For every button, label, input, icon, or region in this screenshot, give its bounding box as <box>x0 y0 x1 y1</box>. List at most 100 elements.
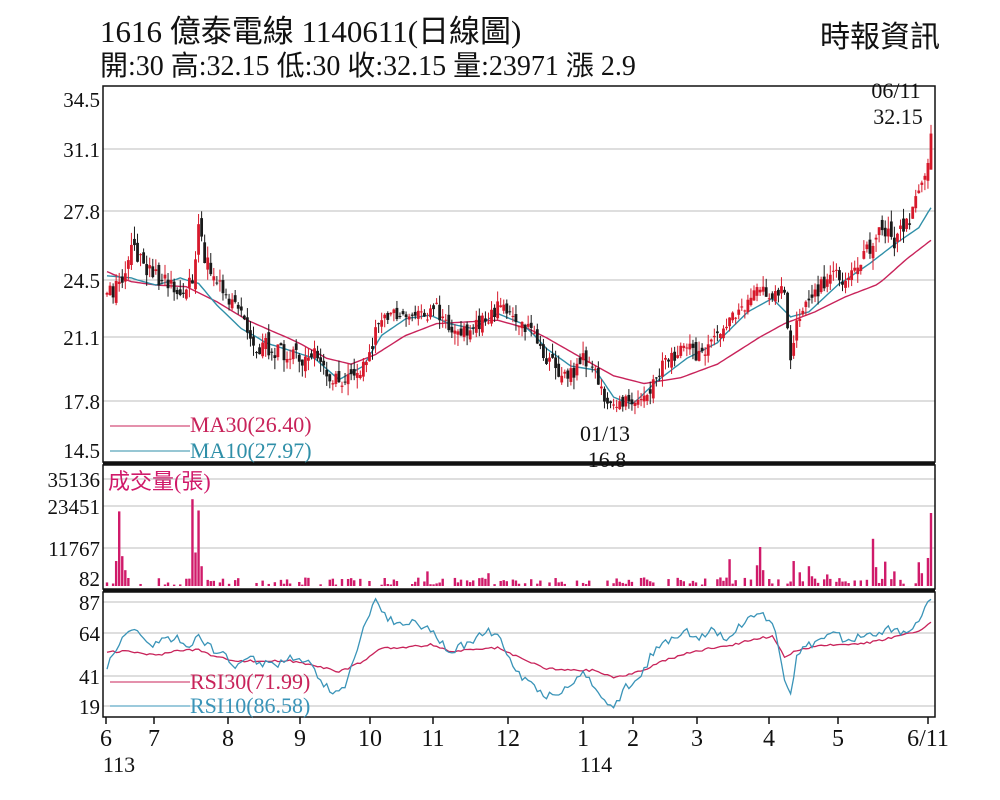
volume-bar <box>237 578 240 586</box>
volume-bar <box>859 580 863 586</box>
volume-bar <box>731 583 734 586</box>
volume-bar <box>523 583 527 586</box>
rsi-tick-label: 19 <box>79 695 100 719</box>
candle-body <box>130 244 133 265</box>
volume-bar <box>676 577 679 586</box>
volume-bar <box>200 566 203 586</box>
month-tick-label: 2 <box>627 726 639 752</box>
volume-bar <box>282 583 286 586</box>
volume-bar <box>649 581 652 586</box>
volume-bar <box>530 579 533 586</box>
candle-body <box>490 309 493 324</box>
candle-body <box>514 314 518 323</box>
candle-body <box>184 289 188 299</box>
candle-body <box>383 314 387 319</box>
candle-body <box>862 251 866 259</box>
candle-body <box>807 298 811 301</box>
volume-bar <box>118 511 121 586</box>
candle-body <box>545 358 548 364</box>
volume-bar <box>639 577 643 586</box>
volume-bar <box>209 581 212 586</box>
candle-body <box>664 357 667 360</box>
volume-bar <box>349 578 353 586</box>
candle-body <box>929 133 933 170</box>
candle-body <box>609 401 612 404</box>
volume-bar <box>368 580 371 586</box>
volume-bar <box>645 579 649 586</box>
candle-body <box>703 354 707 356</box>
candle-body <box>365 362 368 366</box>
volume-bar <box>426 571 429 586</box>
volume-tick-label: 82 <box>79 567 100 591</box>
candle-body <box>600 386 603 389</box>
volume-bar <box>829 578 832 586</box>
price-tick-label: 27.8 <box>63 200 100 224</box>
grid-layer <box>103 148 935 707</box>
candle-body <box>404 314 408 318</box>
candle-body <box>264 338 268 350</box>
volume-bar <box>554 578 557 586</box>
candle-body <box>191 280 194 284</box>
quote-change: 漲 2.9 <box>565 51 636 82</box>
candle-body <box>361 361 365 377</box>
volume-bar <box>822 579 826 586</box>
candle-body <box>734 317 738 319</box>
volume-bar <box>194 552 197 586</box>
volume-bar <box>441 578 444 586</box>
candle-body <box>465 324 469 336</box>
candle-body <box>374 327 377 345</box>
candle-body <box>355 372 359 378</box>
candle-body <box>725 326 728 329</box>
candle-body <box>117 281 121 284</box>
candle-body <box>865 244 869 250</box>
candle-body <box>456 331 460 335</box>
volume-bar <box>700 584 704 586</box>
candle-body <box>593 368 597 370</box>
volume-bar <box>459 579 463 586</box>
volume-bar <box>435 583 438 586</box>
candle-body <box>258 347 261 355</box>
candle-body <box>215 282 219 284</box>
candle-body <box>303 356 307 372</box>
year-label: 114 <box>580 752 612 777</box>
chart-text: 34.531.127.824.521.117.814.5351362345111… <box>48 78 949 777</box>
volume-bar <box>456 582 460 586</box>
candle-body <box>520 321 524 329</box>
candle-body <box>679 345 683 356</box>
month-tick-label: 12 <box>496 726 520 752</box>
candle-body <box>447 314 451 331</box>
candle-body <box>484 318 487 322</box>
candle-body <box>847 277 850 280</box>
candle-body <box>319 357 323 362</box>
candle-body <box>712 335 716 338</box>
volume-bar <box>920 573 924 586</box>
volume-bar <box>267 583 270 586</box>
volume-bar <box>838 578 841 586</box>
candle-body <box>343 381 347 383</box>
volume-bar <box>880 578 884 586</box>
candle-body <box>618 401 622 410</box>
volume-bar <box>453 577 457 586</box>
candle-body <box>923 175 927 180</box>
candle-body <box>920 182 924 185</box>
candle-body <box>300 359 304 366</box>
candle-body <box>389 312 393 315</box>
source-label: 時報資訊 <box>820 21 940 54</box>
candle-body <box>139 254 142 256</box>
candle-body <box>145 264 149 276</box>
candle-body <box>749 297 753 306</box>
quote-close: 收:32.15 <box>347 51 447 82</box>
volume-bar <box>902 583 905 586</box>
quote-low: 低:30 <box>276 51 341 82</box>
candle-body <box>120 276 124 283</box>
candle-body <box>560 375 564 383</box>
candle-body <box>639 399 643 401</box>
volume-bar <box>472 580 475 586</box>
candle-body <box>276 344 280 358</box>
candle-body <box>325 369 329 377</box>
quote-volume: 量:23971 <box>453 51 559 82</box>
candle-body <box>154 269 158 272</box>
candle-body <box>670 352 673 368</box>
candle-body <box>197 224 200 255</box>
candle-body <box>206 257 210 270</box>
